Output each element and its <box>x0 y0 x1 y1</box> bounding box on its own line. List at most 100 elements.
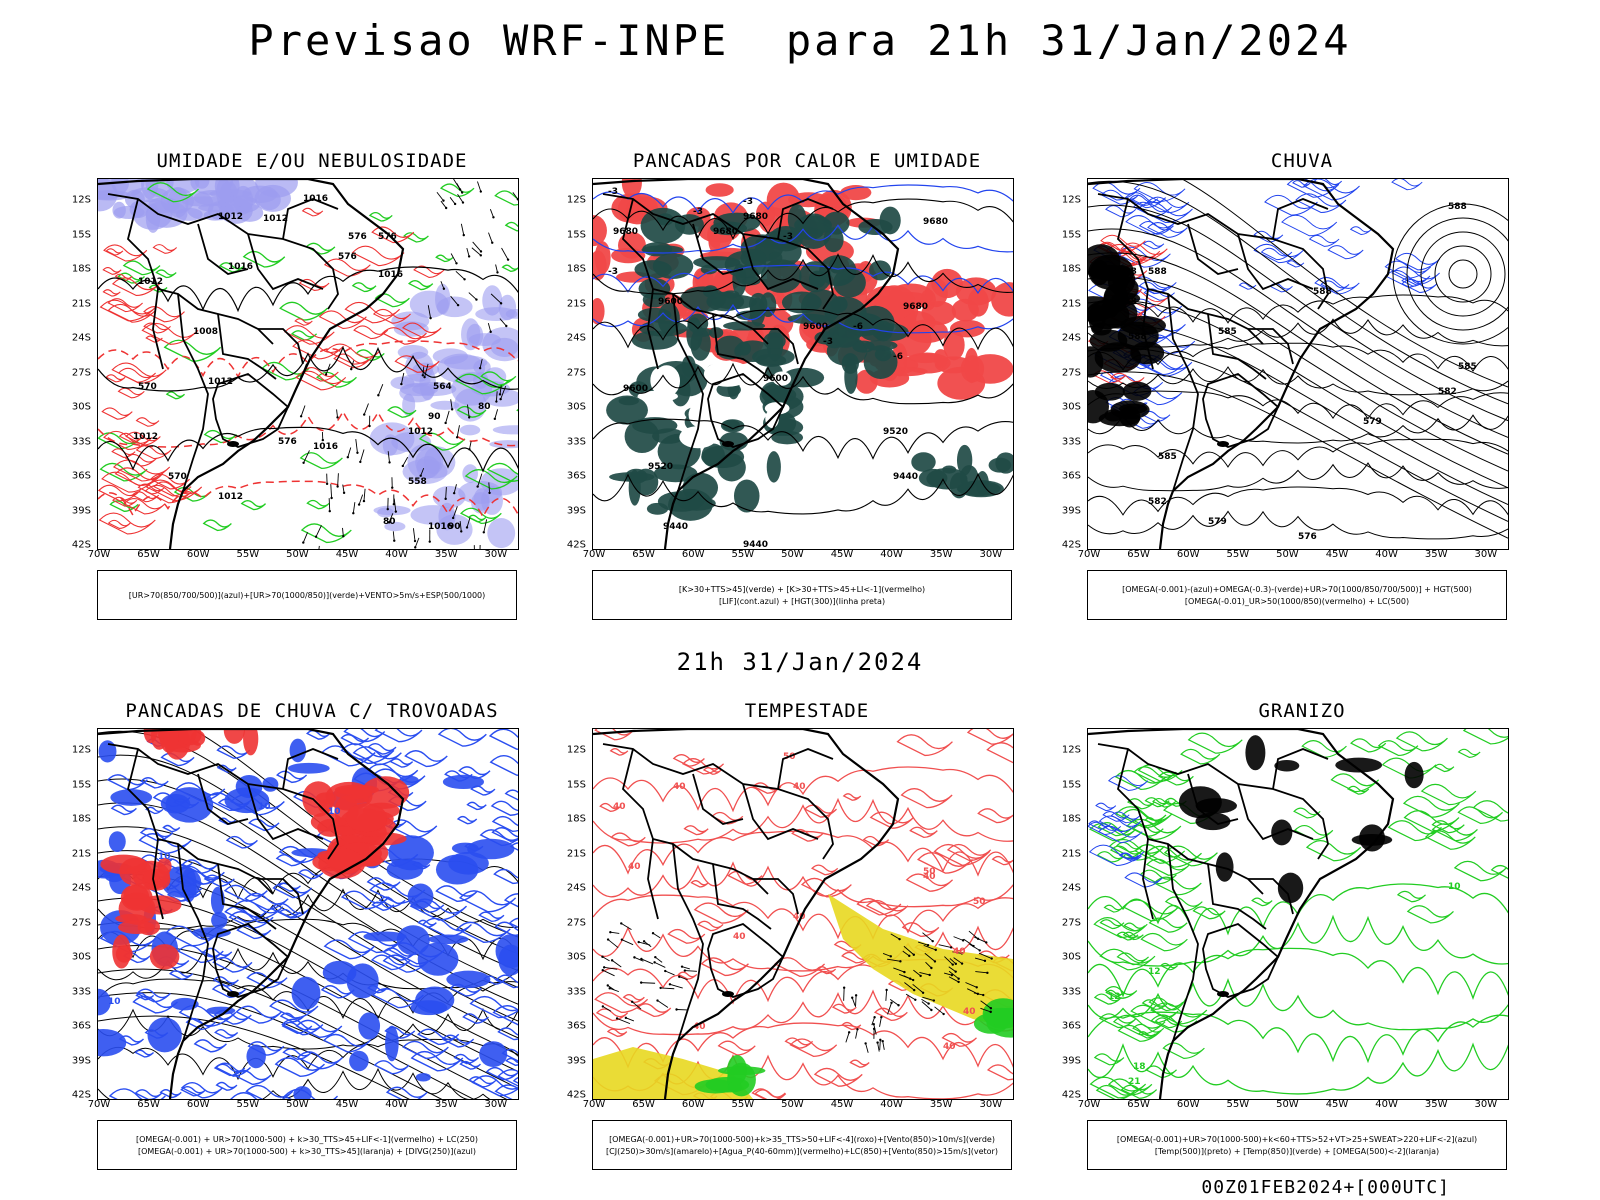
longitude-tick-label: 55W <box>1226 549 1250 560</box>
latitude-tick-label: 12S <box>566 744 586 756</box>
longitude-tick-label: 55W <box>236 549 260 560</box>
run-timestamp: 00Z01FEB2024+[000UTC] <box>1201 1177 1450 1198</box>
panel-title: CHUVA <box>1270 150 1334 172</box>
latitude-tick-label: 30S <box>71 951 91 963</box>
latitude-tick-label: 42S <box>566 1089 586 1101</box>
map-plot: 10 10 10 10 <box>97 728 519 1100</box>
map-svg: 12 12 10 18 21 <box>1088 729 1508 1099</box>
contour-label: -3 <box>823 337 833 347</box>
map-plot: 40 40 40 40 50 50 50 40 40 40 40 40 40 40 <box>592 728 1014 1100</box>
latitude-tick-label: 21S <box>1061 298 1081 309</box>
shaded-area <box>98 179 298 233</box>
panel-title: TEMPESTADE <box>744 700 870 722</box>
latitude-tick-label: 21S <box>1061 848 1081 859</box>
contour-label: 585 <box>1218 327 1237 337</box>
contour-label: -3 <box>608 187 618 197</box>
latitude-tick-label: 27S <box>566 367 586 378</box>
shaded-area <box>143 729 259 760</box>
longitude-tick-label: 35W <box>434 1099 458 1110</box>
latitude-tick-label: 24S <box>566 332 586 344</box>
latitude-tick-label: 15S <box>71 229 91 240</box>
latitude-tick-label: 18S <box>1061 813 1081 825</box>
longitude-tick-label: 65W <box>1127 549 1150 560</box>
latitude-tick-label: 18S <box>566 813 586 825</box>
latitude-tick-label: 33S <box>1061 986 1081 997</box>
shaded-area <box>1178 735 1424 904</box>
latitude-tick-label: 36S <box>71 1020 91 1032</box>
longitude-tick-label: 70W <box>1077 549 1101 560</box>
political-boundaries <box>593 729 900 1099</box>
latitude-tick-label: 12S <box>71 744 91 756</box>
legend-box: [OMEGA(-0.001) + UR>70(1000-500) + k>30_… <box>97 1120 517 1170</box>
contour-label: 10 <box>328 807 341 817</box>
contour-label: 9680 <box>903 302 928 312</box>
legend-box: [OMEGA(-0.001)+UR>70(1000-500)+k>35_TTS>… <box>592 1120 1012 1170</box>
longitude-tick-label: 45W <box>1325 549 1349 560</box>
latitude-tick-label: 33S <box>1061 436 1081 447</box>
contour-label: -3 <box>743 197 753 207</box>
latitude-tick-label: 21S <box>566 848 586 859</box>
latitude-tick-label: 15S <box>1061 229 1081 240</box>
contour-label: 1012 <box>408 427 433 437</box>
legend-text: [LIF](cont.azul) + [HGT(300)](linha pret… <box>718 596 886 606</box>
latitude-tick-label: 27S <box>566 917 586 928</box>
political-boundaries <box>1088 729 1395 1099</box>
legend-box: [OMEGA(-0.001)-(azul)+OMEGA(-0.3)-(verde… <box>1087 570 1507 620</box>
longitude-tick-label: 35W <box>929 1099 953 1110</box>
latitude-tick-label: 12S <box>1061 194 1081 206</box>
longitude-tick-label: 30W <box>979 1099 1003 1110</box>
latitude-tick-label: 27S <box>71 367 91 378</box>
longitude-tick-label: 50W <box>781 549 804 560</box>
contour-label: 21 <box>1128 1077 1141 1087</box>
longitude-tick-label: 50W <box>781 1099 804 1110</box>
longitude-tick-label: 35W <box>434 549 458 560</box>
longitude-tick-label: 45W <box>1325 1099 1349 1110</box>
contour-label: 576 <box>1298 532 1317 542</box>
latitude-axis: 12S 15S 18S 21S 24S 27S 30S 33S 36S 39S 42S <box>61 728 93 1101</box>
isolines <box>593 184 1013 334</box>
map-svg: 10 10 10 10 <box>98 729 518 1099</box>
contour-label: 40 <box>628 862 641 872</box>
longitude-tick-label: 50W <box>286 1099 309 1110</box>
latitude-tick-label: 18S <box>71 813 91 825</box>
contour-label: 10 <box>258 802 271 812</box>
latitude-tick-label: 24S <box>1061 882 1081 894</box>
contour-label: -3 <box>693 207 703 217</box>
longitude-tick-label: 40W <box>880 1099 903 1110</box>
contour-label: 582 <box>1148 497 1167 507</box>
latitude-tick-label: 15S <box>71 779 91 790</box>
latitude-tick-label: 39S <box>71 1055 91 1066</box>
longitude-axis: 70W 65W 60W 55W 50W 45W 40W 35W 30W <box>583 1099 1014 1113</box>
contour-label: 9520 <box>648 462 673 472</box>
streamlines <box>1088 179 1508 539</box>
latitude-tick-label: 18S <box>71 263 91 275</box>
latitude-tick-label: 33S <box>566 986 586 997</box>
contour-label: 1016 <box>303 194 328 204</box>
latitude-tick-label: 21S <box>71 298 91 309</box>
longitude-tick-label: 40W <box>1375 549 1398 560</box>
contour-label: 40 <box>613 802 626 812</box>
latitude-tick-label: 33S <box>566 436 586 447</box>
latitude-axis: 12S 15S 18S 21S 24S 27S 30S 33S 36S 39S 42S <box>1051 178 1083 551</box>
longitude-tick-label: 30W <box>1474 549 1498 560</box>
contour-label: 80 <box>383 517 396 527</box>
latitude-axis: 12S 15S 18S 21S 24S 27S 30S 33S 36S 39S 42S <box>556 728 588 1101</box>
contour-lines <box>98 182 518 544</box>
shaded-area <box>973 998 1013 1038</box>
latitude-tick-label: 36S <box>1061 1020 1081 1032</box>
contour-label: 588 <box>1148 267 1167 277</box>
contour-label: 1012 <box>133 432 158 442</box>
contour-label: 40 <box>693 1022 706 1032</box>
contour-label: 1012 <box>218 212 243 222</box>
contour-label: 9680 <box>713 227 738 237</box>
longitude-tick-label: 35W <box>1424 1099 1448 1110</box>
jet-stream-area <box>828 894 1013 1029</box>
contour-label: 1012 <box>263 214 288 224</box>
longitude-tick-label: 60W <box>1176 1099 1200 1110</box>
latitude-tick-label: 30S <box>566 401 586 413</box>
longitude-tick-label: 40W <box>385 1099 408 1110</box>
political-boundaries <box>1088 179 1395 549</box>
wind-vectors <box>601 922 697 1025</box>
isolines <box>1088 883 1508 1095</box>
contour-lines <box>1088 775 1164 888</box>
